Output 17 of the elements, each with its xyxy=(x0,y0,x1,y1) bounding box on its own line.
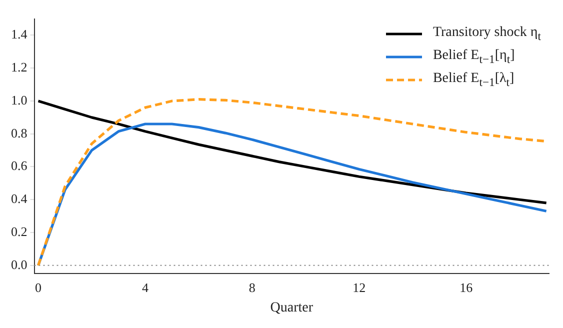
y-tick-label: 0.2 xyxy=(11,224,28,239)
legend-label: Transitory shock η$_{t}$ xyxy=(432,24,541,42)
x-tick-label: 12 xyxy=(352,280,366,295)
x-tick-label: 16 xyxy=(460,280,474,295)
x-tick-label: 4 xyxy=(142,280,149,295)
y-tick-label: 1.2 xyxy=(11,60,28,75)
y-tick-label: 1.0 xyxy=(11,92,28,108)
y-tick-label: 0.6 xyxy=(11,158,28,174)
y-tick-label: 0.0 xyxy=(11,256,28,272)
x-tick-label: 0 xyxy=(35,280,42,295)
x-axis-title: Quarter xyxy=(270,300,314,316)
legend-label: Belief E$_{t−1}$[λ$_{t}$] xyxy=(432,70,514,88)
y-tick-label: 0.4 xyxy=(11,191,28,206)
x-tick-label: 8 xyxy=(248,280,256,295)
legend-label: Belief E$_{t−1}$[η$_{t}$] xyxy=(432,48,515,66)
y-tick-label: 0.8 xyxy=(11,125,28,140)
y-tick-label: 1.4 xyxy=(11,26,28,42)
